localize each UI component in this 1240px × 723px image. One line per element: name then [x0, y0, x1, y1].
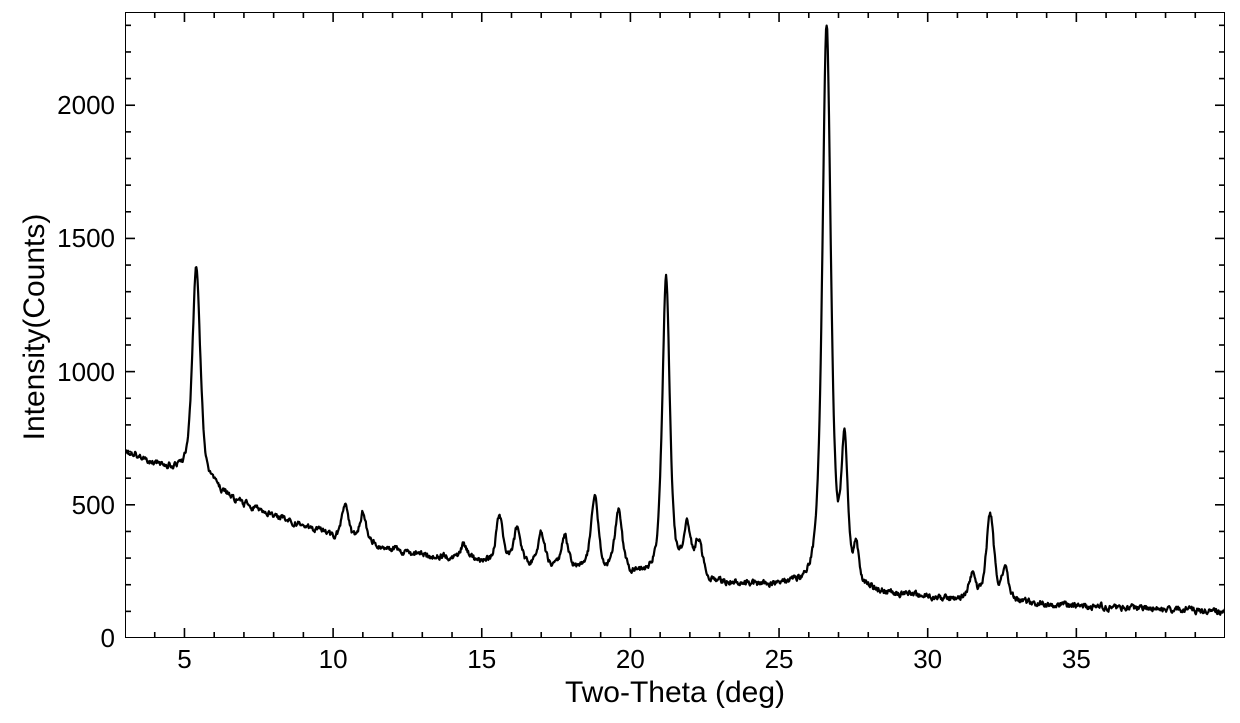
plot-area — [125, 12, 1225, 638]
y-tick-label: 1000 — [35, 357, 115, 388]
xrd-figure: Intensity(Counts) Two-Theta (deg) 510152… — [0, 0, 1240, 723]
x-tick-label: 5 — [154, 644, 214, 675]
x-tick-label: 20 — [600, 644, 660, 675]
y-tick-label: 0 — [35, 623, 115, 654]
x-tick-label: 15 — [452, 644, 512, 675]
x-tick-label: 35 — [1046, 644, 1106, 675]
xrd-trace — [125, 26, 1225, 615]
x-axis-label: Two-Theta (deg) — [125, 676, 1225, 710]
plot-svg — [125, 12, 1225, 638]
x-tick-label: 25 — [749, 644, 809, 675]
x-tick-label: 30 — [898, 644, 958, 675]
y-tick-label: 2000 — [35, 90, 115, 121]
y-tick-label: 500 — [35, 490, 115, 521]
y-tick-label: 1500 — [35, 223, 115, 254]
x-tick-label: 10 — [303, 644, 363, 675]
